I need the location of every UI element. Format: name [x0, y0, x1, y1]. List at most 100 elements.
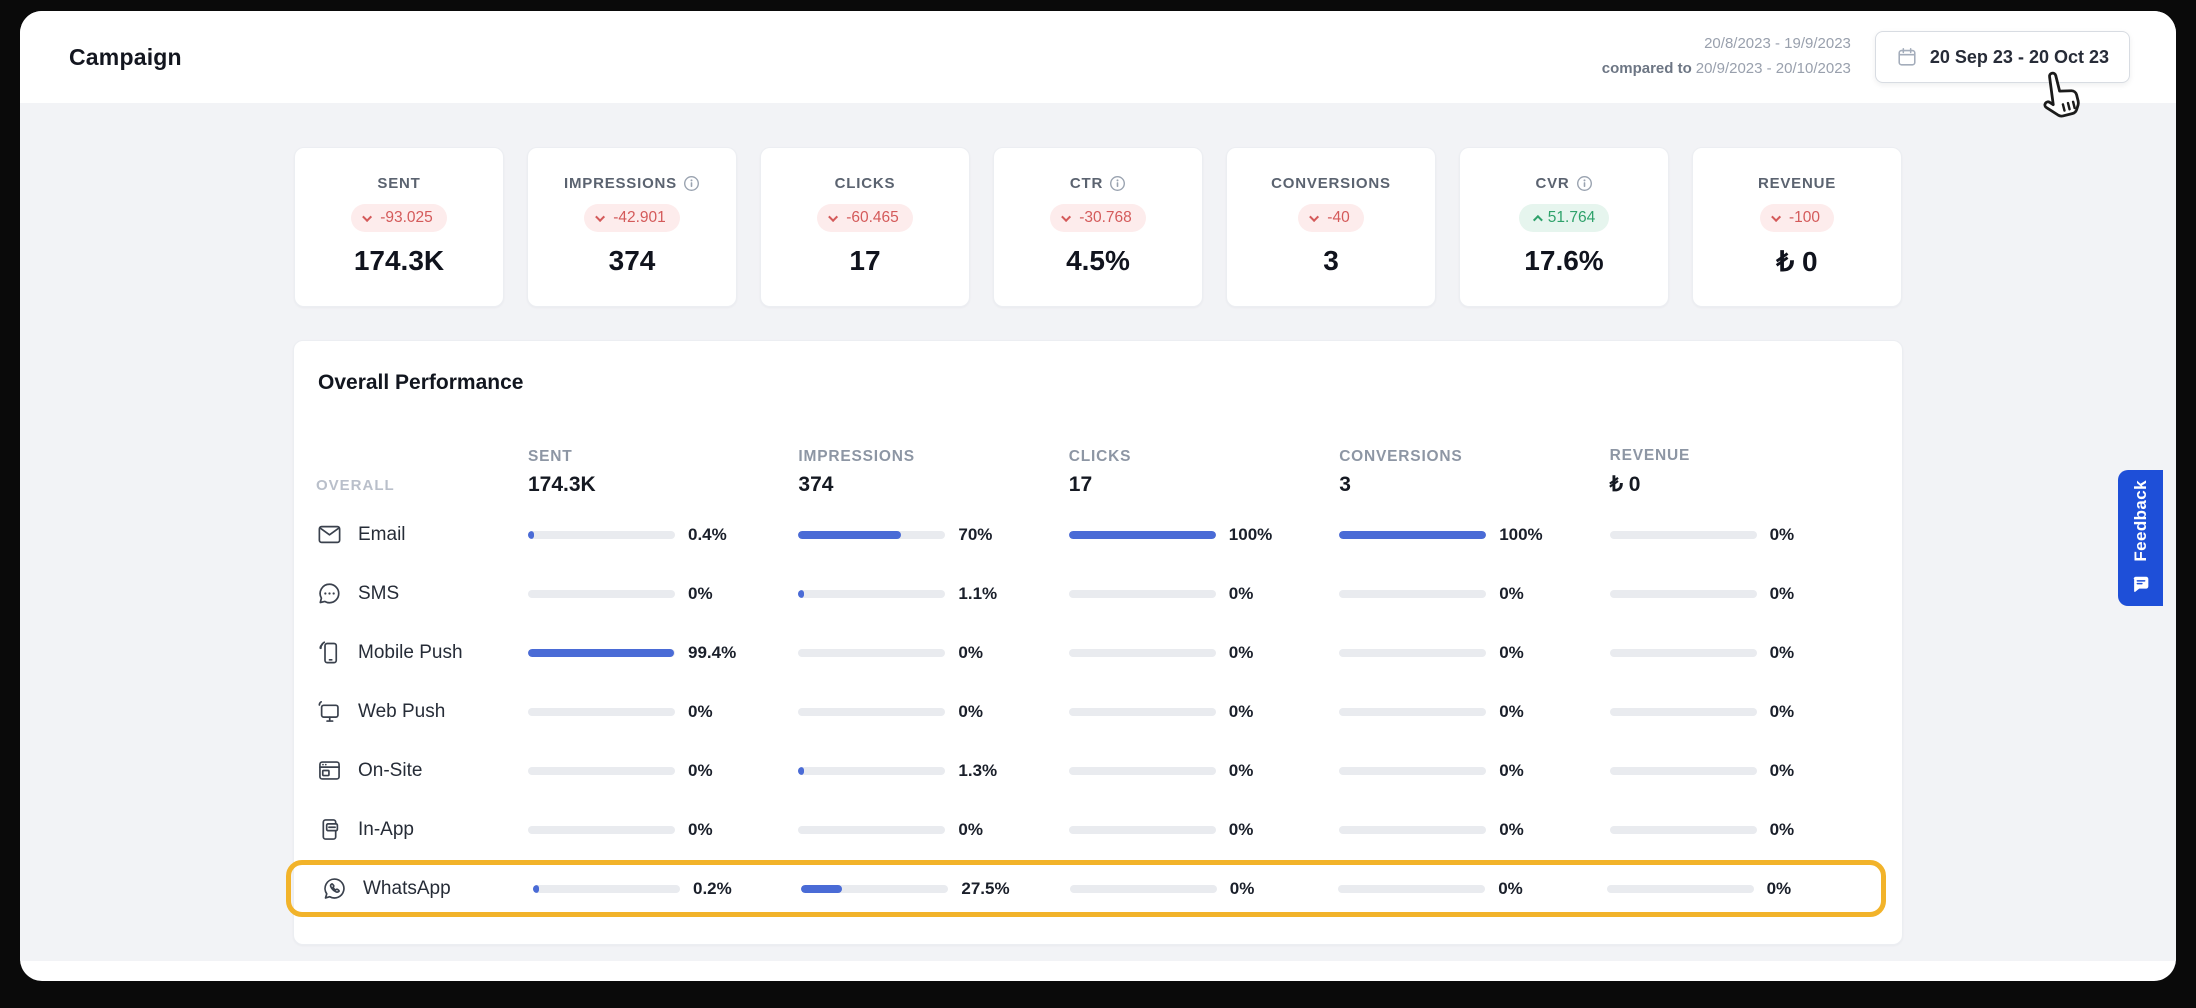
column-header-conversions: CONVERSIONS 3	[1339, 448, 1463, 496]
date-picker-button[interactable]: 20 Sep 23 - 20 Oct 23	[1874, 31, 2130, 83]
kpi-value: 3	[1323, 245, 1339, 276]
progress-bar	[798, 648, 946, 657]
app-frame: Campaign 20/8/2023 - 19/9/2023 compared …	[20, 11, 2176, 981]
page-title: Campaign	[69, 43, 182, 70]
channel-label: In-App	[358, 818, 414, 840]
kpi-card-cvr: CVR 51.764 17.6%	[1459, 147, 1669, 307]
table-header: OVERALL SENT 174.3K IMPRESSIONS 374 CLICKS…	[316, 439, 1880, 505]
progress-bar	[798, 707, 946, 716]
compared-range-text: 20/9/2023 - 20/10/2023	[1695, 60, 1851, 77]
kpi-card-conversions: CONVERSIONS -40 3	[1226, 147, 1436, 307]
progress-bar	[798, 825, 946, 834]
metric-percent: 0%	[688, 701, 713, 721]
info-icon[interactable]	[1109, 175, 1126, 192]
info-icon[interactable]	[1576, 175, 1593, 192]
metric-cell: 0.4%	[528, 525, 798, 545]
kpi-card-ctr: CTR -30.768 4.5%	[993, 147, 1203, 307]
channel-cell: Web Push	[316, 698, 528, 725]
calendar-icon	[1896, 46, 1918, 68]
progress-bar	[1068, 707, 1216, 716]
metric-percent: 0%	[688, 819, 713, 839]
channel-label: Web Push	[358, 700, 446, 722]
metric-percent: 0.4%	[688, 524, 727, 544]
metric-cell: 0%	[798, 820, 1068, 840]
metric-percent: 99.4%	[688, 642, 737, 662]
channel-cell: WhatsApp	[321, 875, 533, 902]
metric-percent: 100%	[1228, 524, 1273, 544]
kpi-card-revenue: REVENUE -100 ₺ 0	[1692, 147, 1902, 307]
table-row-web-push: Web Push 0% 0% 0% 0% 0%	[316, 682, 1880, 741]
metric-percent: 0%	[1769, 760, 1795, 780]
channel-cell: On-Site	[316, 757, 528, 784]
metric-cell: 0%	[1068, 642, 1339, 663]
kpi-label: CTR	[1069, 175, 1104, 192]
current-range-text: 20/8/2023 - 19/9/2023	[1704, 35, 1851, 53]
channel-label: SMS	[358, 582, 400, 604]
kpi-label: IMPRESSIONS	[564, 175, 677, 192]
progress-bar	[533, 884, 680, 893]
metric-percent: 0%	[1498, 878, 1523, 898]
progress-bar	[1606, 884, 1754, 893]
metric-cell: 0%	[528, 820, 798, 840]
metric-percent: 0%	[1228, 642, 1254, 662]
progress-bar	[1609, 589, 1757, 598]
chevron-down-icon	[595, 211, 606, 222]
metric-cell: 0%	[1339, 584, 1609, 604]
progress-bar	[1069, 884, 1217, 893]
overall-label: OVERALL	[316, 477, 395, 494]
channel-label: WhatsApp	[363, 877, 451, 899]
progress-bar	[1339, 825, 1487, 834]
web-push-icon	[316, 698, 343, 725]
panel-title: Overall Performance	[318, 371, 524, 394]
metric-cell: 0%	[1068, 701, 1339, 722]
metric-cell: 0%	[1609, 820, 1880, 840]
metric-percent: 0%	[1766, 878, 1792, 898]
metric-percent: 0%	[1228, 701, 1254, 721]
feedback-tab[interactable]: Feedback	[2118, 470, 2163, 606]
table-row-sms: SMS 0% 1.1% 0% 0% 0%	[316, 564, 1880, 623]
kpi-label: CONVERSIONS	[1271, 175, 1391, 192]
kpi-value: 174.3K	[353, 245, 445, 276]
metric-percent: 0%	[1769, 583, 1795, 603]
overall-performance-panel: Overall Performance OVERALL SENT 174.3K I…	[286, 340, 1903, 945]
metric-percent: 1.1%	[958, 583, 998, 603]
kpi-card-clicks: CLICKS -60.465 17	[760, 147, 970, 307]
metric-cell: 0%	[1609, 525, 1880, 545]
progress-bar	[798, 766, 946, 775]
progress-bar	[1609, 825, 1757, 834]
metric-cell: 0%	[528, 702, 798, 722]
chevron-down-icon	[1061, 211, 1072, 222]
metric-percent: 0%	[1769, 642, 1795, 662]
date-picker-label: 20 Sep 23 - 20 Oct 23	[1929, 46, 2109, 67]
metric-cell: 0%	[1339, 820, 1609, 840]
kpi-change-badge: 51.764	[1518, 204, 1610, 232]
metric-percent: 0%	[1769, 701, 1795, 721]
metric-percent: 70%	[958, 524, 993, 544]
progress-bar	[1339, 530, 1487, 539]
kpi-change-badge: -40	[1298, 204, 1364, 232]
kpi-label: REVENUE	[1757, 175, 1837, 192]
metric-percent: 100%	[1499, 524, 1543, 544]
kpi-value: 17	[849, 245, 881, 276]
kpi-change-badge: -60.465	[817, 204, 913, 232]
metric-cell: 0%	[1338, 879, 1606, 899]
metric-cell: 1.3%	[798, 761, 1068, 781]
metric-cell: 0%	[1068, 583, 1339, 604]
info-icon[interactable]	[683, 175, 700, 192]
metric-percent: 0%	[958, 819, 983, 839]
kpi-change-badge: -30.768	[1050, 204, 1146, 232]
progress-bar	[528, 589, 675, 598]
metric-cell: 0%	[1609, 583, 1880, 604]
metric-percent: 0%	[958, 642, 983, 662]
channel-cell: SMS	[316, 580, 528, 607]
metric-percent: 0%	[1228, 583, 1254, 603]
metric-percent: 0%	[1499, 760, 1524, 780]
progress-bar	[1068, 530, 1216, 539]
metric-cell: 0%	[1609, 760, 1880, 781]
progress-bar	[798, 530, 946, 539]
metric-percent: 0.2%	[693, 878, 732, 898]
metric-cell: 0%	[1339, 761, 1609, 781]
kpi-change-badge: -100	[1759, 204, 1835, 232]
sms-icon	[316, 580, 343, 607]
progress-bar	[1338, 884, 1486, 893]
